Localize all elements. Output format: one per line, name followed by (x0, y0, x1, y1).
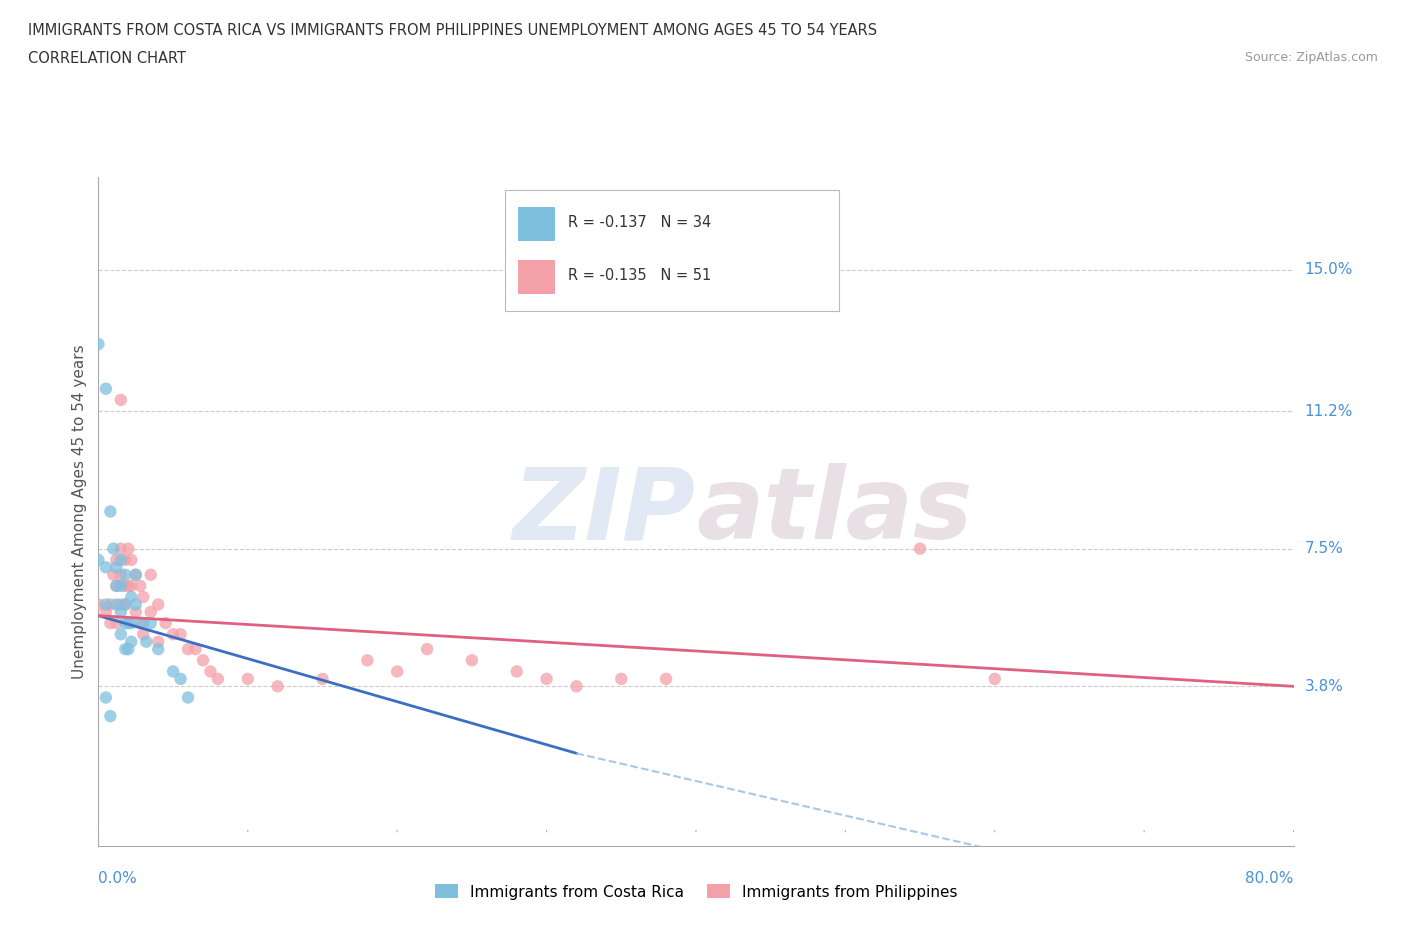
Point (132, 627, 155, 642)
Point (120, 634, 142, 649)
Point (114, 597, 136, 612)
Point (148, 642, 170, 657)
Point (125, 567, 148, 582)
Point (169, 627, 191, 642)
Point (536, 671, 558, 686)
Point (200, 664, 222, 679)
Text: IMMIGRANTS FROM COSTA RICA VS IMMIGRANTS FROM PHILIPPINES UNEMPLOYMENT AMONG AGE: IMMIGRANTS FROM COSTA RICA VS IMMIGRANTS… (28, 23, 877, 38)
Point (87, 597, 110, 612)
Point (207, 671, 229, 686)
Point (177, 690, 200, 705)
Text: Source: ZipAtlas.com: Source: ZipAtlas.com (1244, 51, 1378, 64)
Point (236, 671, 259, 686)
Text: 7.5%: 7.5% (1305, 541, 1343, 556)
Text: 0.0%: 0.0% (98, 871, 138, 886)
Point (135, 634, 157, 649)
Point (184, 642, 207, 657)
Point (129, 616, 152, 631)
Point (385, 664, 409, 679)
Point (117, 616, 139, 631)
Point (356, 653, 378, 668)
Point (114, 616, 136, 631)
Point (565, 679, 588, 694)
Y-axis label: Unemployment Among Ages 45 to 54 years: Unemployment Among Ages 45 to 54 years (72, 344, 87, 679)
Point (103, 541, 125, 556)
Point (148, 597, 170, 612)
Point (129, 578, 152, 593)
Point (655, 671, 678, 686)
Point (125, 597, 148, 612)
Point (114, 597, 136, 612)
Point (120, 590, 142, 604)
Point (162, 627, 184, 642)
Point (610, 671, 633, 686)
Text: CORRELATION CHART: CORRELATION CHART (28, 51, 186, 66)
Point (191, 653, 214, 668)
Point (87, 337, 110, 352)
Point (110, 392, 132, 407)
Point (983, 671, 1005, 686)
Point (98, 597, 122, 612)
Point (98, 616, 122, 631)
Point (98, 504, 122, 519)
Point (114, 642, 136, 657)
Point (110, 567, 132, 582)
Point (125, 604, 148, 619)
Point (177, 642, 200, 657)
Point (105, 616, 128, 631)
Point (114, 552, 136, 567)
Point (117, 642, 139, 657)
Point (416, 642, 439, 657)
Point (139, 616, 162, 631)
Point (139, 604, 162, 619)
Point (105, 552, 128, 567)
Point (162, 664, 184, 679)
Text: 80.0%: 80.0% (1246, 871, 1294, 886)
Point (117, 541, 139, 556)
Point (87, 552, 110, 567)
Point (461, 653, 484, 668)
Text: 15.0%: 15.0% (1305, 262, 1353, 277)
Point (110, 541, 132, 556)
Point (132, 590, 155, 604)
Point (148, 634, 170, 649)
Point (105, 578, 128, 593)
Point (117, 578, 139, 593)
Point (94, 560, 117, 575)
Point (125, 567, 148, 582)
Point (103, 567, 125, 582)
Text: ZIP: ZIP (513, 463, 696, 560)
Point (110, 604, 132, 619)
Legend: Immigrants from Costa Rica, Immigrants from Philippines: Immigrants from Costa Rica, Immigrants f… (429, 878, 963, 906)
Point (120, 578, 142, 593)
Point (94, 690, 117, 705)
Point (94, 597, 117, 612)
Point (110, 552, 132, 567)
Text: 3.8%: 3.8% (1305, 679, 1344, 694)
Point (120, 552, 142, 567)
Point (105, 560, 128, 575)
Text: 11.2%: 11.2% (1305, 404, 1353, 418)
Point (908, 541, 931, 556)
Point (114, 567, 136, 582)
Point (110, 578, 132, 593)
Point (110, 597, 132, 612)
Point (120, 616, 142, 631)
Point (110, 627, 132, 642)
Point (311, 671, 333, 686)
Point (105, 597, 128, 612)
Point (98, 709, 122, 724)
Point (155, 616, 177, 631)
Point (169, 671, 191, 686)
Point (267, 679, 290, 694)
Point (94, 381, 117, 396)
Point (506, 664, 529, 679)
Point (94, 604, 117, 619)
Point (132, 616, 155, 631)
Point (114, 578, 136, 593)
Point (105, 578, 128, 593)
Point (139, 567, 162, 582)
Text: atlas: atlas (696, 463, 973, 560)
